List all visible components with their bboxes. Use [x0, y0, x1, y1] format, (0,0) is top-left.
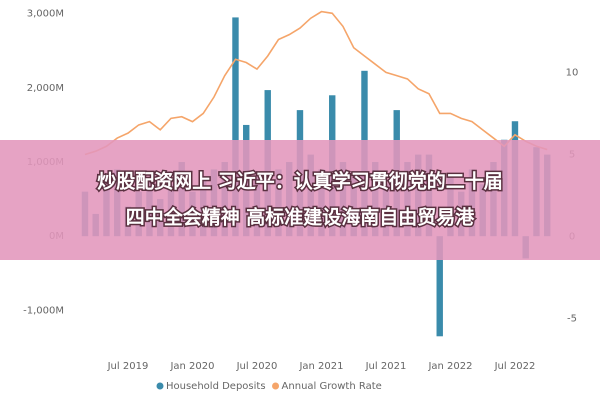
x-tick-label: Jan 2020 [169, 361, 214, 372]
legend-label: Annual Growth Rate [282, 381, 382, 392]
x-tick-label: Jul 2020 [236, 361, 278, 372]
line [84, 10, 548, 156]
x-tick-label: Jul 2021 [365, 361, 407, 372]
x-tick-label: Jan 2021 [298, 361, 343, 372]
x-tick-label: Jul 2022 [494, 361, 536, 372]
x-tick-label: Jul 2019 [107, 361, 149, 372]
y-tick-label: 2,000M [27, 83, 64, 94]
legend-marker [272, 382, 280, 390]
legend-label: Household Deposits [166, 381, 266, 392]
banner-line: 炒股配资网上 习近平：认真学习贯彻党的二十届 [97, 170, 503, 193]
y-tick-label: 3,000M [27, 9, 64, 20]
x-tick-label: Jan 2022 [427, 361, 472, 372]
banner-line: 四中全会精神 高标准建设海南自由贸易港 [126, 206, 476, 229]
bar [436, 236, 443, 337]
banner-background [0, 140, 600, 260]
y2-tick-label: -5 [567, 314, 577, 325]
y2-tick-label: 10 [566, 67, 579, 78]
y-tick-label: -1,000M [23, 305, 64, 316]
legend-marker [156, 382, 164, 390]
bar [232, 17, 239, 237]
